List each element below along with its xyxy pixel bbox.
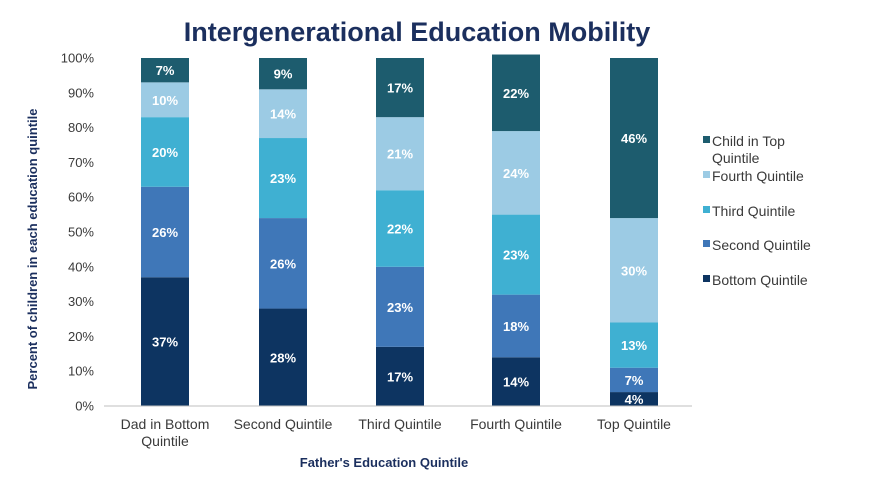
y-tick-label: 90% (68, 85, 94, 100)
bar-segment (376, 190, 424, 267)
data-label: 24% (503, 166, 529, 181)
x-category-label: Third Quintile (358, 416, 441, 432)
legend-label: Second Quintile (712, 237, 811, 253)
data-label: 37% (152, 335, 178, 350)
bar-segment (492, 357, 540, 406)
legend-label: Third Quintile (712, 203, 795, 219)
legend-label: Bottom Quintile (712, 272, 808, 288)
bar-segment (610, 218, 658, 323)
bar-segment (610, 322, 658, 368)
y-tick-label: 20% (68, 329, 94, 344)
bar-segment (141, 82, 189, 118)
legend-swatch (703, 206, 710, 213)
y-tick-label: 0% (75, 399, 94, 414)
bar-segment (259, 138, 307, 219)
bar-segment (259, 218, 307, 309)
bar-segment (492, 214, 540, 295)
data-label: 22% (503, 86, 529, 101)
legend-swatch (703, 240, 710, 247)
data-label: 26% (152, 225, 178, 240)
bar-segment (492, 294, 540, 358)
bar-segment (259, 58, 307, 90)
data-label: 23% (503, 248, 529, 263)
y-tick-label: 40% (68, 259, 94, 274)
legend-swatch (703, 136, 710, 143)
y-tick-label: 60% (68, 190, 94, 205)
x-category-label: Top Quintile (597, 416, 671, 432)
bar-segment (376, 266, 424, 347)
y-tick-label: 70% (68, 155, 94, 170)
x-category-label: Dad in Bottom (121, 416, 210, 432)
bar-segment (376, 346, 424, 406)
bar-segment (259, 89, 307, 139)
x-category-label: Quintile (141, 433, 189, 449)
data-label: 20% (152, 145, 178, 160)
bar-segment (141, 117, 189, 187)
data-label: 46% (621, 131, 647, 146)
x-axis-title: Father's Education Quintile (300, 455, 469, 470)
y-axis-ticks: 0% 10% 20% 30% 40% 50% 60% 70% 80% 90% 100% (61, 51, 95, 414)
y-tick-label: 30% (68, 294, 94, 309)
data-label: 13% (621, 338, 647, 353)
y-tick-label: 100% (61, 51, 95, 66)
y-tick-label: 10% (68, 364, 94, 379)
legend-swatch (703, 275, 710, 282)
data-label: 17% (387, 369, 413, 384)
y-axis-title: Percent of children in each education qu… (25, 109, 40, 390)
data-label: 7% (156, 63, 175, 78)
data-label: 22% (387, 222, 413, 237)
stacked-bars: 37% 26% 20% 10% 7% 28% 26% 23% 14% 9% 17% 23% 22% 21%… (141, 54, 658, 407)
legend-label: Quintile (712, 150, 760, 166)
bar-segment (492, 54, 540, 132)
y-tick-label: 50% (68, 225, 94, 240)
bar-segment (376, 58, 424, 118)
bar-segment (141, 58, 189, 83)
x-category-label: Fourth Quintile (470, 416, 562, 432)
data-label: 21% (387, 147, 413, 162)
data-label: 23% (270, 171, 296, 186)
bar-segment (141, 277, 189, 406)
bar-segment (259, 308, 307, 406)
data-label: 18% (503, 319, 529, 334)
data-label: 17% (387, 81, 413, 96)
data-label: 14% (270, 107, 296, 122)
data-label: 9% (274, 67, 293, 82)
data-label: 4% (625, 392, 644, 407)
chart-title: Intergenerational Education Mobility (184, 17, 651, 47)
data-label: 14% (503, 375, 529, 390)
y-tick-label: 80% (68, 120, 94, 135)
bar-segment (376, 117, 424, 191)
legend-label: Fourth Quintile (712, 168, 804, 184)
bar-segment (610, 367, 658, 393)
legend-swatch (703, 171, 710, 178)
bar-segment (610, 58, 658, 219)
bar-segment (610, 392, 658, 406)
data-label: 7% (625, 373, 644, 388)
data-label: 10% (152, 93, 178, 108)
bar-segment (141, 186, 189, 278)
data-label: 30% (621, 263, 647, 278)
x-category-label: Second Quintile (234, 416, 333, 432)
legend-label: Child in Top (712, 133, 785, 149)
data-label: 28% (270, 350, 296, 365)
data-label: 26% (270, 256, 296, 271)
data-label: 23% (387, 300, 413, 315)
bar-segment (492, 131, 540, 215)
